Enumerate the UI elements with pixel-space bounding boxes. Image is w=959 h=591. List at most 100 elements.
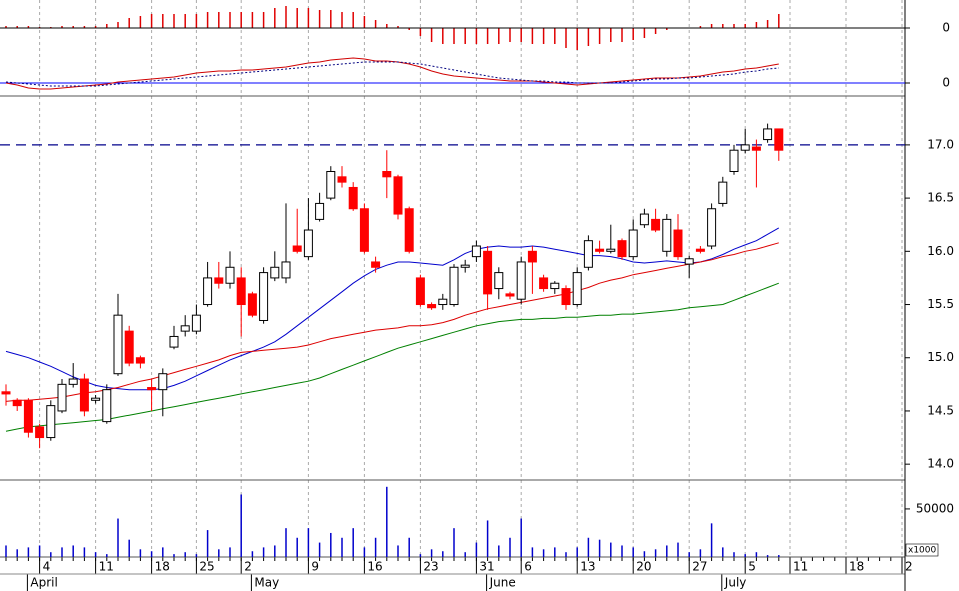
candle-body [281,261,291,279]
candle-body [292,245,302,252]
candle-body [673,229,683,258]
candle-body [583,240,593,268]
candle-body [606,248,616,252]
candle-body [113,314,123,375]
candle-body [561,288,571,306]
y-tick-label: 0 [942,21,950,35]
candle-body [527,250,537,263]
candle-body [415,277,425,306]
line-series [5,61,779,87]
candle-body [303,229,313,258]
candle-body [337,176,347,183]
month-label: April [30,576,57,590]
candle-body [270,266,280,279]
candle-body [427,304,437,309]
y-tick-label: 15.5 [927,297,954,311]
month-label: May [254,576,279,590]
line-series [5,57,779,90]
candle-body [505,293,515,297]
candle-body [79,378,89,412]
candle-body [147,387,157,391]
x-tick-label: 2 [905,560,913,574]
candle-body [651,218,661,231]
line-series [5,227,780,391]
candle-body [595,248,605,252]
candle-body [494,272,504,290]
x-tick-label: 16 [367,560,382,574]
candle-body [180,325,190,332]
x-tick-label: 31 [479,560,494,574]
candle-body [158,373,168,391]
x-tick-label: 6 [524,560,532,574]
x-tick-label: 23 [423,560,438,574]
candle-body [12,399,22,407]
candle-body [91,397,101,401]
candle-body [639,213,649,226]
candle-body [46,405,56,439]
candle-body [751,146,761,151]
candle-body [259,272,269,321]
x-tick-label: 11 [99,560,114,574]
candle-body [628,229,638,258]
candle-body [1,391,11,395]
x-tick-label: 27 [692,560,707,574]
candle-body [203,277,213,306]
candle-body [315,202,325,220]
candle-body [247,293,257,316]
candle-body [371,261,381,268]
candle-body [382,170,392,178]
candle-body [35,426,45,439]
candle-body [662,218,672,252]
y-tick-label: 0 [942,76,950,90]
candle-body [225,266,235,284]
x-tick-label: 18 [155,560,170,574]
candle-body [516,261,526,300]
candle-body [359,208,369,252]
x-tick-label: 13 [580,560,595,574]
candle-body [763,128,773,141]
candle-body [135,357,145,364]
x-tick-label: 4 [43,560,51,574]
x-tick-label: 20 [636,560,651,574]
line-series [5,282,779,432]
candle-body [483,250,493,295]
candle-body [124,330,134,364]
x-tick-label: 25 [199,560,214,574]
y-tick-label: 15.0 [927,350,954,364]
x-tick-label: 5 [748,560,756,574]
y-tick-label: 14.5 [927,403,954,417]
x-tick-label: 9 [311,560,319,574]
candle-body [449,266,459,306]
candle-body [57,383,67,412]
month-label: July [724,576,747,590]
candle-body [707,208,717,247]
candle-body [191,314,201,332]
y-tick-label: 16.5 [927,191,954,205]
line-series [5,242,779,402]
candle-body [740,144,750,151]
y-tick-label: 16.0 [927,244,954,258]
x-tick-label: 2 [244,560,252,574]
candle-body [460,264,470,268]
candle-body [572,272,582,306]
candle-body [617,240,627,258]
candle-body [684,258,694,265]
y-tick-label: 17.0 [927,137,954,151]
candle-body [169,335,179,348]
x-tick-label: 11 [793,560,808,574]
candle-body [214,277,224,284]
candle-body [718,181,728,204]
candle-body [23,399,33,433]
candle-body [438,298,448,306]
candle-body [68,378,78,385]
y-tick-label: 14.0 [927,457,954,471]
y-tick-label: 50000 [916,501,954,515]
month-label: June [489,576,516,590]
unit-box [905,543,939,557]
candle-body [550,282,560,290]
candle-body [393,176,403,215]
candle-body [236,277,246,306]
candle-body [695,248,705,252]
